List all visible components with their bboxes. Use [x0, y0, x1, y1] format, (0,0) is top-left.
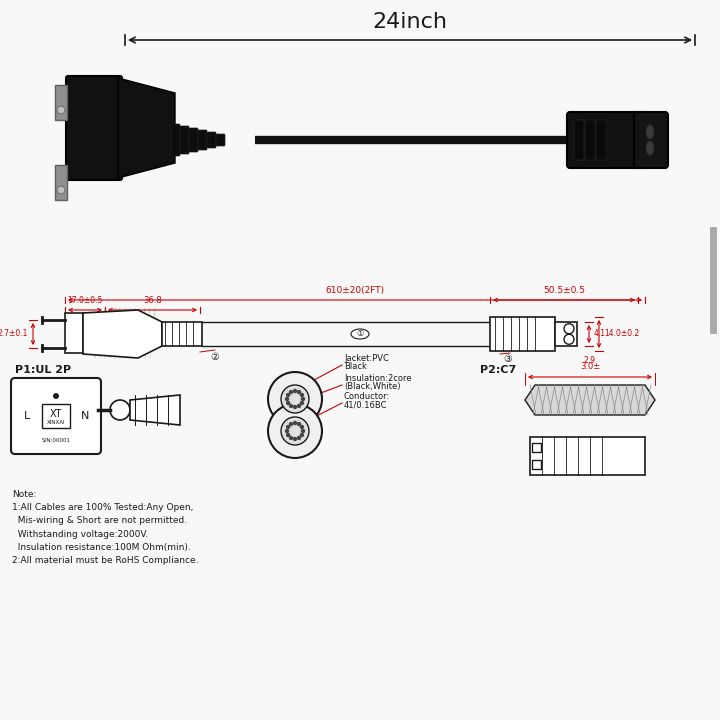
Text: 17.0±0.5: 17.0±0.5: [67, 296, 103, 305]
Circle shape: [289, 390, 293, 395]
Circle shape: [293, 437, 297, 441]
Circle shape: [57, 106, 65, 114]
Circle shape: [293, 405, 297, 409]
FancyBboxPatch shape: [55, 85, 67, 120]
Ellipse shape: [646, 141, 654, 155]
Circle shape: [281, 385, 309, 413]
Text: 14.0±0.2: 14.0±0.2: [604, 330, 639, 338]
FancyBboxPatch shape: [171, 124, 180, 156]
FancyBboxPatch shape: [216, 134, 225, 146]
Polygon shape: [118, 78, 175, 178]
Text: XT: XT: [50, 409, 62, 419]
Circle shape: [268, 404, 322, 458]
Circle shape: [285, 397, 289, 401]
Text: 610±20(2FT): 610±20(2FT): [325, 286, 384, 295]
FancyBboxPatch shape: [585, 120, 595, 160]
Circle shape: [297, 404, 301, 408]
Text: Jacket:PVC: Jacket:PVC: [344, 354, 389, 363]
Circle shape: [300, 425, 304, 429]
Circle shape: [300, 401, 304, 405]
Circle shape: [53, 393, 59, 399]
FancyBboxPatch shape: [596, 120, 606, 160]
Circle shape: [110, 400, 130, 420]
Circle shape: [564, 334, 574, 344]
FancyBboxPatch shape: [530, 437, 645, 475]
FancyBboxPatch shape: [634, 112, 668, 168]
Circle shape: [286, 433, 290, 437]
Text: Black: Black: [344, 362, 367, 371]
Text: S/N:00001: S/N:00001: [42, 437, 71, 442]
FancyBboxPatch shape: [55, 165, 67, 200]
FancyBboxPatch shape: [555, 322, 577, 346]
Circle shape: [286, 425, 290, 429]
Text: P1:UL 2P: P1:UL 2P: [15, 365, 71, 375]
FancyBboxPatch shape: [66, 76, 122, 180]
Text: Conductor:: Conductor:: [344, 392, 390, 401]
FancyBboxPatch shape: [207, 132, 216, 148]
FancyBboxPatch shape: [532, 460, 541, 469]
Text: 36.8: 36.8: [143, 296, 162, 305]
FancyBboxPatch shape: [574, 120, 584, 160]
Circle shape: [289, 422, 293, 426]
FancyBboxPatch shape: [189, 128, 198, 152]
FancyBboxPatch shape: [490, 317, 555, 351]
Circle shape: [297, 436, 301, 440]
Polygon shape: [83, 310, 162, 358]
Text: P2:C7: P2:C7: [480, 365, 516, 375]
Polygon shape: [525, 385, 655, 415]
Text: Insulation:2core: Insulation:2core: [344, 374, 412, 383]
Text: ③: ③: [503, 354, 513, 364]
Circle shape: [300, 433, 304, 437]
FancyBboxPatch shape: [162, 322, 202, 346]
Circle shape: [293, 389, 297, 393]
Circle shape: [297, 422, 301, 426]
Circle shape: [286, 401, 290, 405]
FancyBboxPatch shape: [65, 313, 83, 353]
Text: ②: ②: [211, 352, 220, 362]
Circle shape: [286, 393, 290, 397]
FancyBboxPatch shape: [42, 404, 70, 428]
Ellipse shape: [646, 125, 654, 139]
Text: 3.0±: 3.0±: [580, 362, 600, 371]
Text: 2.7±0.1: 2.7±0.1: [0, 330, 28, 338]
Circle shape: [289, 404, 293, 408]
FancyBboxPatch shape: [180, 126, 189, 154]
Text: 24inch: 24inch: [372, 12, 448, 32]
Text: L: L: [24, 411, 30, 421]
FancyBboxPatch shape: [567, 112, 648, 168]
Polygon shape: [130, 395, 180, 425]
Text: 4.1: 4.1: [594, 330, 606, 338]
Ellipse shape: [351, 329, 369, 339]
FancyBboxPatch shape: [532, 444, 541, 452]
FancyBboxPatch shape: [198, 130, 207, 150]
Circle shape: [268, 372, 322, 426]
Text: 2.9: 2.9: [583, 356, 595, 365]
Circle shape: [564, 324, 574, 334]
Circle shape: [301, 429, 305, 433]
Text: ①: ①: [356, 330, 364, 338]
Circle shape: [300, 393, 304, 397]
FancyBboxPatch shape: [11, 378, 101, 454]
Circle shape: [301, 397, 305, 401]
Circle shape: [297, 390, 301, 395]
Circle shape: [285, 429, 289, 433]
Text: (Black,White): (Black,White): [344, 382, 400, 391]
Circle shape: [293, 420, 297, 426]
Text: 41/0.16BC: 41/0.16BC: [344, 400, 387, 409]
Text: 50.5±0.5: 50.5±0.5: [543, 286, 585, 295]
Circle shape: [57, 186, 65, 194]
Text: Note:
1:All Cables are 100% Tested:Any Open,
  Mis-wiring & Short are not permit: Note: 1:All Cables are 100% Tested:Any O…: [12, 490, 199, 565]
Text: XINXAI: XINXAI: [47, 420, 66, 425]
Circle shape: [289, 436, 293, 440]
Circle shape: [281, 417, 309, 445]
Text: N: N: [81, 411, 89, 421]
